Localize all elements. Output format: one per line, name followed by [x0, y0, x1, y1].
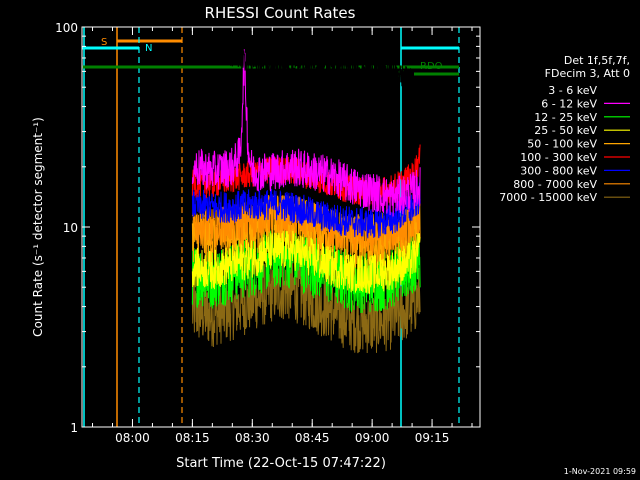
marker-label-rdo: RDO: [420, 61, 443, 72]
legend-label-4: 50 - 100 keV: [527, 138, 597, 151]
legend-label-8: 7000 - 15000 keV: [499, 191, 597, 204]
chart-title: RHESSI Count Rates: [205, 4, 356, 22]
y-tick-label-0: 1: [70, 421, 78, 435]
legend-label-1: 6 - 12 keV: [541, 97, 597, 110]
legend-label-6: 300 - 800 keV: [520, 164, 597, 177]
axes: 08:00 08:15 08:30 08:45 09:00 09:15 1 10 100: [55, 21, 480, 445]
x-tick-label-4: 09:00: [355, 431, 390, 445]
legend-header-2: FDecim 3, Att 0: [545, 67, 630, 80]
x-tick-label-0: 08:00: [115, 431, 150, 445]
legend-label-7: 800 - 7000 keV: [513, 178, 597, 191]
series-line-50-100-kev: [191, 193, 421, 269]
x-axis-label: Start Time (22-Oct-15 07:47:22): [176, 456, 386, 471]
y-tick-label-2: 100: [55, 21, 78, 35]
footer-timestamp: 1-Nov-2021 09:59: [564, 467, 636, 476]
x-tick-label-1: 08:15: [175, 431, 210, 445]
y-tick-label-1: 10: [63, 221, 78, 235]
marker-label-s: S: [101, 37, 107, 48]
marker-label-n: N: [145, 43, 152, 54]
legend-header-1: Det 1f,5f,7f,: [564, 54, 630, 67]
y-axis-label: Count Rate (s⁻¹ detector segment⁻¹): [31, 117, 45, 337]
x-tick-label-3: 08:45: [295, 431, 330, 445]
series-line-3-6-kev: [191, 33, 421, 110]
legend-label-3: 25 - 50 keV: [534, 124, 597, 137]
series-line-300-800-kev: [191, 182, 421, 239]
legend-label-5: 100 - 300 keV: [520, 151, 597, 164]
legend-label-2: 12 - 25 keV: [534, 111, 597, 124]
x-tick-label-5: 09:15: [415, 431, 450, 445]
series-line-25-50-kev: [191, 230, 421, 294]
series-line-6-12-kev: [191, 49, 421, 217]
legend-label-0: 3 - 6 keV: [548, 84, 597, 97]
x-tick-label-2: 08:30: [235, 431, 270, 445]
